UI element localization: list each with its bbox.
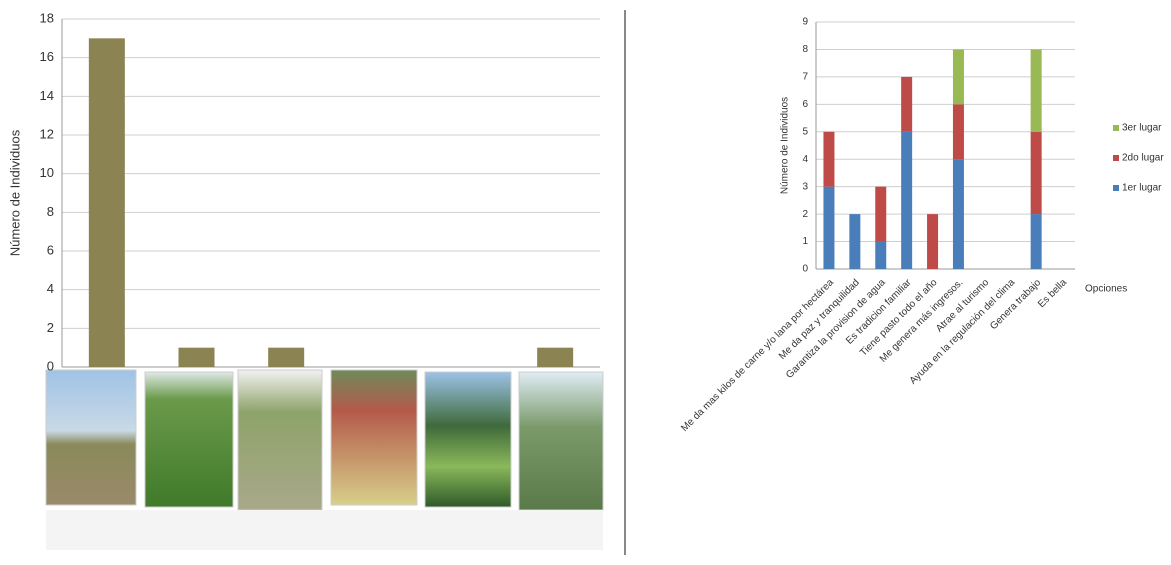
legend-label: 2do lugar [1122, 153, 1164, 164]
y-tick-label: 8 [802, 44, 808, 55]
y-tick-label: 18 [40, 10, 54, 25]
y-tick-label: 16 [40, 49, 54, 64]
y-tick-label: 5 [802, 126, 808, 137]
bar-segment [901, 76, 913, 132]
bar [88, 38, 125, 367]
y-axis-label: Número de Individuos [7, 129, 22, 256]
y-tick-label: 14 [40, 88, 54, 103]
x-axis-label: Opciones [1085, 284, 1127, 295]
bar-segment [1030, 49, 1042, 132]
bar-segment [952, 49, 964, 105]
bar-segment [875, 186, 887, 242]
bar [268, 347, 305, 367]
y-tick-label: 0 [802, 264, 808, 275]
legend-label: 1er lugar [1122, 183, 1162, 194]
bar-segment [1030, 131, 1042, 215]
bar-segment [952, 159, 964, 269]
bar-segment [823, 186, 835, 269]
y-axis-label: Número de Individuos [780, 97, 791, 194]
bar-segment [927, 214, 939, 269]
y-tick-label: 12 [40, 126, 54, 141]
y-tick-label: 8 [47, 204, 54, 219]
y-tick-label: 4 [47, 281, 54, 296]
bar [537, 347, 574, 367]
legend-swatch [1113, 155, 1119, 161]
y-tick-label: 3 [802, 181, 808, 192]
bar-segment [875, 241, 887, 269]
photo-strip [45, 369, 604, 550]
y-tick-label: 9 [802, 17, 808, 28]
y-tick-label: 6 [47, 242, 54, 257]
bar-segment [1030, 214, 1042, 269]
bar [178, 347, 215, 367]
y-tick-label: 0 [47, 358, 54, 373]
x-tick-label: Es bella [1036, 277, 1069, 310]
x-tick-label: Garantiza la provision de agua [784, 277, 888, 381]
legend-swatch [1113, 125, 1119, 131]
legend-swatch [1113, 185, 1119, 191]
legend-label: 3er lugar [1122, 123, 1162, 134]
bar-segment [823, 131, 835, 187]
y-tick-label: 7 [802, 72, 808, 83]
y-tick-label: 6 [802, 99, 808, 110]
y-tick-label: 4 [802, 154, 808, 165]
y-tick-label: 2 [802, 209, 808, 220]
bar-segment [901, 131, 913, 269]
y-tick-label: 2 [47, 320, 54, 335]
bar-segment [952, 104, 964, 160]
y-tick-label: 1 [802, 236, 808, 247]
bar-segment [849, 214, 861, 269]
y-tick-label: 10 [40, 165, 54, 180]
